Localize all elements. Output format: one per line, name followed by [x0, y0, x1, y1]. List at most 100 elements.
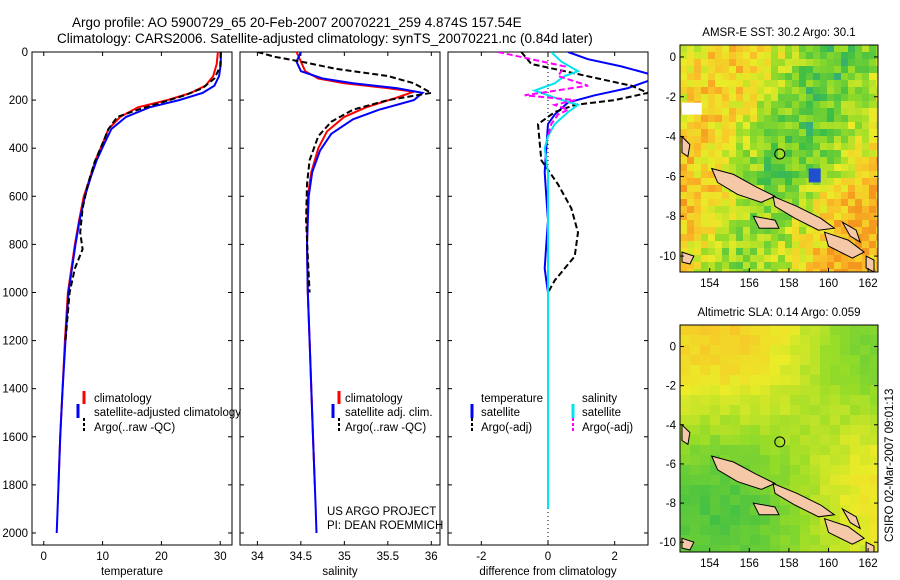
- sst_map-cell: [813, 87, 821, 95]
- sst_map-cell: [694, 178, 702, 186]
- sla_map-cell: [870, 525, 878, 536]
- sla_map-cell: [820, 345, 831, 356]
- sst_map-cell: [799, 122, 807, 130]
- sst_map-cell: [799, 255, 807, 263]
- sst_map-cell: [680, 164, 688, 172]
- sst_map-cell: [771, 206, 779, 214]
- sst_map-cell: [876, 45, 878, 53]
- sst_map-cell: [792, 164, 800, 172]
- sst_map-cell: [771, 227, 779, 235]
- sst_map-cell: [743, 255, 751, 263]
- sst_map-cell: [806, 164, 814, 172]
- sst_map-cell: [806, 199, 814, 207]
- sla_map-cell: [800, 435, 811, 446]
- sst_map-cell: [869, 199, 877, 207]
- sst_map-cell: [743, 150, 751, 158]
- legend-label-sal-argo: Argo(..raw -QC): [345, 422, 426, 434]
- sst_map-cell: [785, 136, 793, 144]
- sst_map-cell: [771, 115, 779, 123]
- sst_map-cell: [862, 164, 870, 172]
- sst_map-cell: [862, 171, 870, 179]
- sst_map-cell: [750, 220, 758, 228]
- sla_map-cell: [800, 415, 811, 426]
- sst_map-cell: [701, 248, 709, 256]
- sst_map-cell: [708, 150, 716, 158]
- sst_map-cell: [855, 255, 863, 263]
- sla_map-cell: [710, 435, 721, 446]
- sla_map-cell: [740, 545, 751, 552]
- sst_map-cell: [708, 101, 716, 109]
- sla_map-cell: [690, 515, 701, 526]
- sla_map-cell: [740, 535, 751, 546]
- sst_map-cell: [743, 269, 751, 272]
- sst_map-cell: [855, 108, 863, 116]
- sla_map-cell: [730, 375, 741, 386]
- sla_map-cell: [690, 525, 701, 536]
- sla_map-cell: [720, 355, 731, 366]
- sst_map-xtick-label: 156: [740, 278, 759, 290]
- sla_map-cell: [810, 425, 821, 436]
- sst_map-cell: [701, 115, 709, 123]
- sst_map-cell: [764, 45, 772, 53]
- sst_map-cell: [813, 234, 821, 242]
- sst_map-cell: [778, 171, 786, 179]
- sla_map-cell: [860, 385, 871, 396]
- sst_map-cell: [855, 192, 863, 200]
- sst_map-cell: [834, 269, 842, 272]
- sst_map-cell: [820, 206, 828, 214]
- sst_map-cell: [848, 199, 856, 207]
- sla_map-cell: [840, 395, 851, 406]
- sla_map-cell: [820, 435, 831, 446]
- sla_map-cell: [740, 515, 751, 526]
- sst_map-ytick-label: -10: [659, 251, 676, 263]
- sst_map-cell: [680, 262, 688, 270]
- sst_map-cell: [778, 227, 786, 235]
- sst_map-cell: [736, 52, 744, 60]
- sst_map-cell: [694, 185, 702, 193]
- sst_map-cell: [869, 192, 877, 200]
- sst_map-cell: [834, 213, 842, 221]
- sla_map-cell: [730, 545, 741, 552]
- sla_map-cell: [810, 405, 821, 416]
- sst_map-cell: [722, 143, 730, 151]
- sst_map-cell: [799, 115, 807, 123]
- sst_map-cell: [722, 157, 730, 165]
- sst_map-cell: [715, 234, 723, 242]
- sla_map-cell: [760, 395, 771, 406]
- sst_map-cell: [750, 115, 758, 123]
- sla_map-cell: [870, 455, 878, 466]
- sst_map-cell: [792, 234, 800, 242]
- sla_map-cell: [860, 355, 871, 366]
- temperature-ytick-label: 1200: [2, 336, 28, 348]
- sst_map-cell: [876, 220, 878, 228]
- sst_map-cell: [848, 101, 856, 109]
- sla_map-cell: [730, 365, 741, 376]
- sst_map-cell: [841, 150, 849, 158]
- sst_map-cell: [785, 164, 793, 172]
- sst_map-cell: [876, 80, 878, 88]
- sst_map-cell: [806, 255, 814, 263]
- sla_map-cell: [780, 345, 791, 356]
- sst_map-cell: [785, 73, 793, 81]
- sst_map-cell: [778, 269, 786, 272]
- sst_map-cell: [820, 164, 828, 172]
- sst_map-cell: [736, 171, 744, 179]
- sst_map-cell: [764, 227, 772, 235]
- sla_map-cell: [730, 435, 741, 446]
- sst_map-cell: [729, 241, 737, 249]
- sla_map-cell: [870, 485, 878, 496]
- sst_map-cell: [687, 115, 695, 123]
- sst_map-cell: [729, 143, 737, 151]
- sst_map-cell: [855, 206, 863, 214]
- sla_map-cell: [770, 375, 781, 386]
- sst_map-cell: [785, 150, 793, 158]
- sst_map-cell: [715, 115, 723, 123]
- sst_map-cell: [736, 122, 744, 130]
- sst_map-cell: [743, 227, 751, 235]
- sst_map-cell: [820, 66, 828, 74]
- sst_map-cell: [876, 108, 878, 116]
- sst_map-cell: [813, 80, 821, 88]
- sst_map-cell: [876, 52, 878, 60]
- sst_map-cell: [862, 45, 870, 53]
- sst_map-cell: [785, 143, 793, 151]
